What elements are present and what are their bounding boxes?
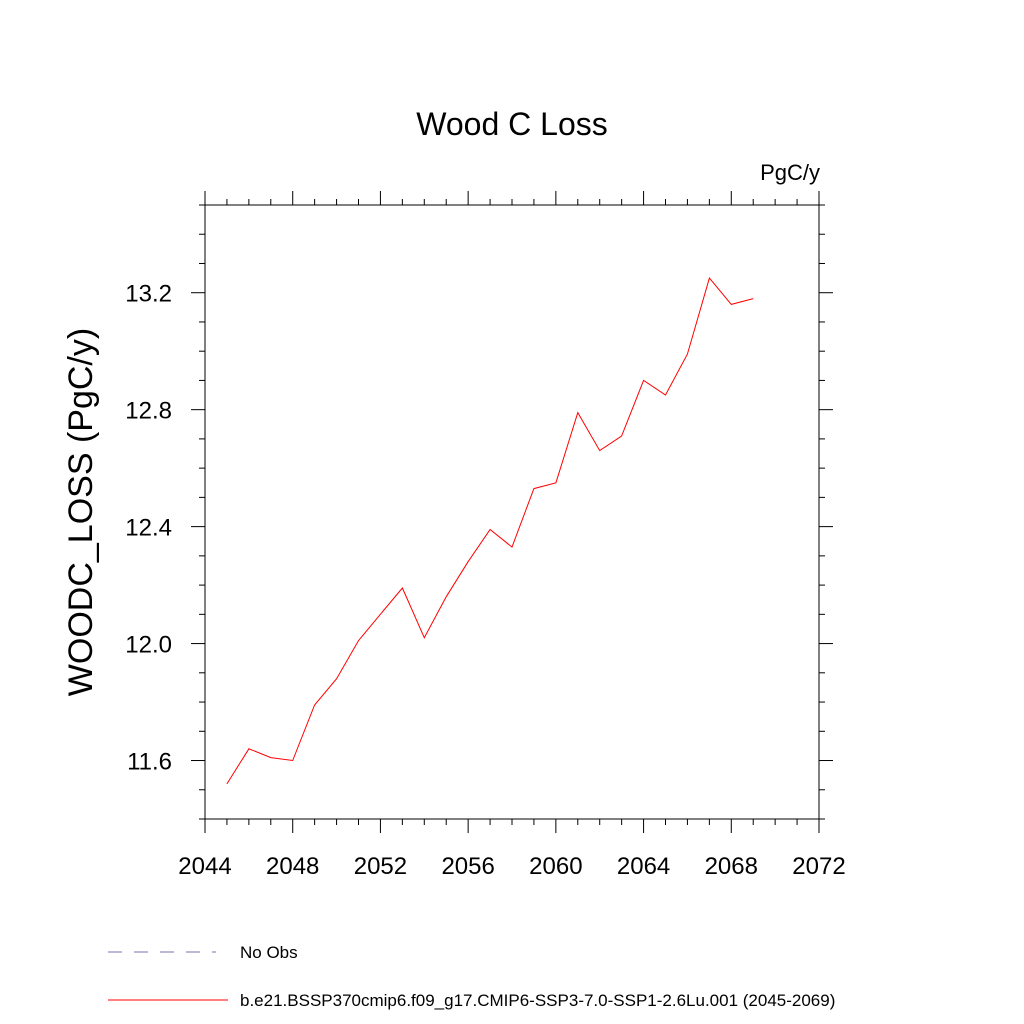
y-tick-labels: 11.6 12.0 12.4 12.8 13.2 [125,281,172,776]
y-tick-label: 13.2 [125,281,172,308]
x-tick-label: 2044 [178,853,231,880]
y-tick-label: 12.8 [125,398,172,425]
plot-frame [204,204,820,820]
x-tick-label: 2068 [705,853,758,880]
x-tick-labels: 2044 2048 2052 2056 2060 2064 2068 2072 [178,853,845,880]
x-tick-label: 2072 [792,853,845,880]
series-layer [226,277,754,785]
legend-label-model-run: b.e21.BSSP370cmip6.f09_g17.CMIP6-SSP3-7.… [240,991,835,1010]
legend-label-no-obs: No Obs [240,943,298,962]
x-tick-label: 2052 [354,853,407,880]
series-line-0 [226,277,754,785]
x-tick-label: 2064 [617,853,670,880]
y-axis-label: WOODC_LOSS (PgC/y) [62,328,100,696]
x-tick-label: 2060 [529,853,582,880]
legend: No Obs b.e21.BSSP370cmip6.f09_g17.CMIP6-… [108,943,835,1010]
chart-title: Wood C Loss [416,106,608,142]
units-label: PgC/y [760,160,820,185]
x-tick-label: 2048 [266,853,319,880]
y-tick-label: 11.6 [127,749,172,776]
x-tick-label: 2056 [441,853,494,880]
axis-ticks [191,191,833,833]
y-tick-label: 12.0 [125,632,172,659]
y-tick-label: 12.4 [125,515,172,542]
